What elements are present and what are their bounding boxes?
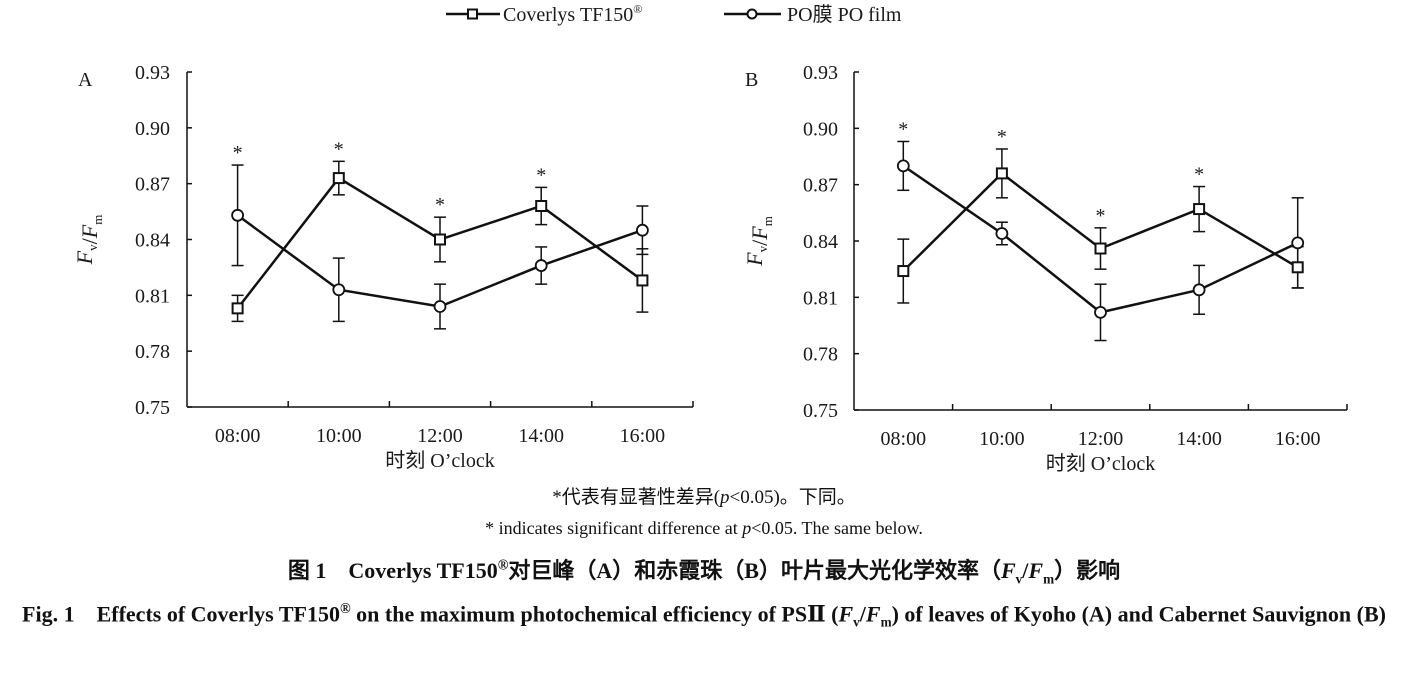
legend-item-coverlys: Coverlys TF150® (446, 2, 642, 26)
significance-star: * (334, 138, 344, 160)
data-point-coverlys (1291, 261, 1304, 274)
y-tick-label: 0.90 (803, 118, 838, 140)
data-point-po-film (1291, 236, 1305, 250)
data-point-coverlys (897, 265, 910, 278)
y-tick-label: 0.78 (135, 341, 170, 363)
significance-star: * (1194, 164, 1204, 186)
y-tick-label: 0.84 (135, 230, 170, 252)
significance-star: * (1096, 205, 1106, 227)
data-point-coverlys (535, 200, 548, 212)
x-tick-label: 14:00 (1176, 428, 1222, 450)
data-point-po-film (636, 223, 649, 237)
y-tick-label: 0.81 (135, 285, 170, 307)
data-point-coverlys (1094, 242, 1107, 255)
x-axis-title: 时刻 O’clock (385, 449, 494, 472)
y-axis-title: Fv/Fm (742, 216, 775, 267)
data-point-po-film (433, 300, 447, 313)
x-tick-label: 12:00 (417, 425, 463, 447)
legend-item-po-film: PO膜 PO film (724, 3, 902, 26)
y-axis-title: Fv/Fm (72, 215, 105, 266)
data-point-coverlys (995, 167, 1008, 180)
data-point-coverlys (332, 172, 345, 185)
data-point-coverlys (636, 274, 649, 287)
y-tick-label: 0.84 (803, 231, 838, 253)
data-point-po-film (995, 227, 1009, 240)
y-tick-label: 0.75 (803, 400, 838, 422)
x-tick-label: 08:00 (881, 428, 927, 450)
y-tick-label: 0.87 (803, 175, 838, 197)
figure-caption-cn: 图 1 Coverlys TF150®对巨峰（A）和赤霞珠（B）叶片最大光化学效… (287, 557, 1121, 587)
panel-label: B (745, 69, 758, 91)
y-tick-label: 0.90 (135, 118, 170, 140)
data-point-coverlys (434, 233, 446, 246)
legend-circle-marker-icon (746, 8, 758, 20)
legend-label-coverlys: Coverlys TF150® (503, 2, 642, 26)
legend: Coverlys TF150® PO膜 PO film (446, 2, 902, 26)
legend-square-marker-icon (467, 8, 478, 20)
data-point-po-film (1192, 283, 1206, 297)
data-point-po-film (231, 208, 245, 222)
significance-star: * (435, 194, 445, 216)
significance-star: * (536, 164, 546, 186)
x-tick-label: 10:00 (316, 425, 362, 447)
y-tick-label: 0.93 (135, 62, 170, 84)
panel-b: B 0.75 0.78 0.81 0.84 0.87 0.90 0.93 08:00 10:00 1… (742, 62, 1348, 475)
significance-note-cn: *代表有显著性差异(p<0.05)。下同。 (552, 487, 856, 508)
x-tick-label: 10:00 (979, 428, 1025, 450)
data-point-po-film (332, 283, 346, 297)
x-tick-label: 16:00 (620, 425, 666, 447)
y-tick-label: 0.81 (803, 287, 838, 309)
y-tick-label: 0.87 (135, 174, 170, 196)
data-point-po-film (896, 159, 910, 173)
legend-label-po-film: PO膜 PO film (787, 3, 902, 26)
x-tick-label: 16:00 (1275, 428, 1321, 450)
significance-star: * (997, 126, 1007, 148)
y-tick-label: 0.78 (803, 344, 838, 366)
x-tick-label: 12:00 (1078, 428, 1124, 450)
data-point-coverlys (1193, 203, 1206, 216)
data-point-coverlys (231, 302, 244, 315)
x-axis-title: 时刻 O’clock (1046, 452, 1155, 475)
panel-a: A 0.75 0.78 0.81 0.84 0.87 0.90 0.93 08:00 10:00 1… (72, 62, 694, 472)
figure-caption-en: Fig. 1 Effects of Coverlys TF150® on the… (22, 601, 1386, 630)
x-tick-label: 14:00 (518, 425, 564, 447)
y-tick-label: 0.93 (803, 62, 838, 84)
panel-label: A (78, 69, 93, 91)
y-tick-label: 0.75 (135, 397, 170, 419)
significance-star: * (233, 142, 243, 164)
significance-note-en: * indicates significant difference at p<… (485, 518, 923, 538)
figure: Coverlys TF150® PO膜 PO film A 0.75 0.78 0.8… (72, 2, 1348, 475)
data-point-po-film (1094, 305, 1107, 319)
x-tick-label: 08:00 (215, 425, 261, 447)
data-point-po-film (534, 259, 548, 272)
significance-star: * (898, 118, 908, 140)
